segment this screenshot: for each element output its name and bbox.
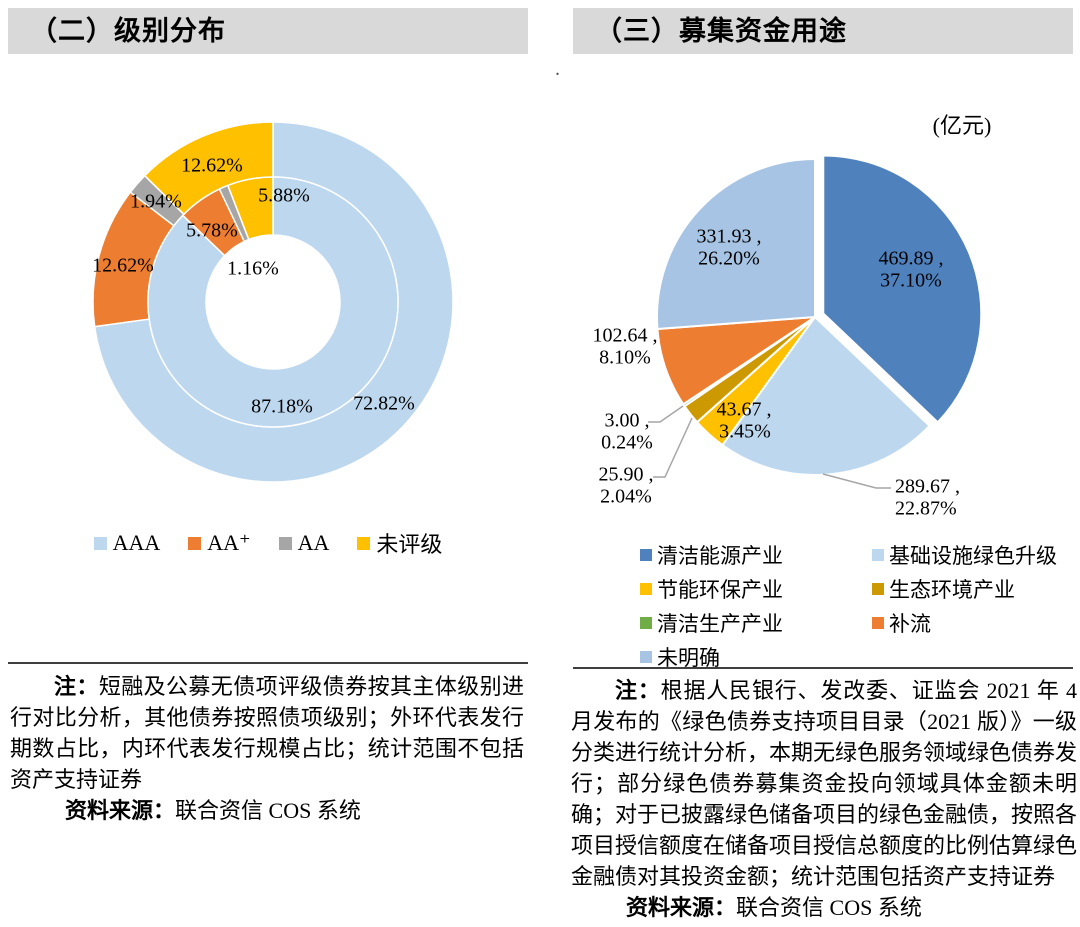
legend-item-AA⁺: AA⁺ <box>188 530 251 556</box>
notes-left: 注：短融及公募无债项评级债券按其主体级别进行对比分析，其他债券按照债项级别；外环… <box>10 671 524 826</box>
donut-outer-label-AA+: 12.62% <box>92 255 154 277</box>
legend-item-未明确: 未明确 <box>640 642 872 672</box>
notes-right: 注：根据人民银行、发改委、证监会 2021 年 4 月发布的《绿色债券支持项目目… <box>571 675 1077 923</box>
legend-label: 清洁生产产业 <box>657 612 783 636</box>
legend-item-清洁能源产业: 清洁能源产业 <box>640 540 872 570</box>
note-body: 短融及公募无债项评级债券按其主体级别进行对比分析，其他债券按照债项级别；外环代表… <box>10 674 524 792</box>
legend-label: 补流 <box>889 612 931 636</box>
donut-outer-label-AAA: 72.82% <box>353 393 415 415</box>
donut-inner-label-未评级: 5.88% <box>258 185 310 207</box>
legend-label: 生态环境产业 <box>889 578 1015 602</box>
legend-item-未评级: 未评级 <box>357 527 442 559</box>
pie-slice-label-基础设施绿色升级: 289.67 , <box>895 476 960 498</box>
note-text-left: 注：短融及公募无债项评级债券按其主体级别进行对比分析，其他债券按照债项级别；外环… <box>10 671 524 795</box>
legend-swatch-icon <box>640 549 652 561</box>
legend-item-补流: 补流 <box>872 608 1080 638</box>
legend-swatch-icon <box>188 536 202 550</box>
pie-slice-label-未明确: 331.93 , <box>697 226 762 248</box>
legend-label: 基础设施绿色升级 <box>889 544 1057 568</box>
panel-rating-distribution: （二）级别分布 72.82% 12.62% 1.94% 12.62% 87.18% 5.7… <box>8 0 528 927</box>
pie-leader-line-生态环境产业 <box>653 417 693 478</box>
stray-mark: . <box>555 58 560 80</box>
source-line-left: 资料来源：联合资信 COS 系统 <box>10 795 524 826</box>
donut-outer-label-AA: 1.94% <box>130 191 182 213</box>
panel-title-rating: （二）级别分布 <box>8 8 528 54</box>
legend-label: AA <box>297 530 330 555</box>
legend-label: AA⁺ <box>207 530 251 555</box>
pie-slice-label-节能环保产业: 43.67 , <box>717 399 772 421</box>
legend-item-清洁生产产业: 清洁生产产业 <box>640 608 872 638</box>
pie-slice-清洁能源产业 <box>822 154 983 424</box>
donut-inner-label-AA: 1.16% <box>227 258 279 280</box>
note-prefix: 注： <box>54 674 99 699</box>
pie-slice-label-补流: 102.64 , <box>593 325 658 347</box>
pie-slice-未明确 <box>656 158 816 330</box>
divider-rule-left <box>8 662 528 664</box>
pie-slice-基础设施绿色升级 <box>721 316 931 476</box>
donut-inner-label-AAA: 87.18% <box>251 396 313 418</box>
legend-swatch-icon <box>278 536 292 550</box>
source-prefix: 资料来源： <box>65 798 176 823</box>
pie-slice-label-未明确: 26.20% <box>698 248 760 270</box>
pie-leader-line-基础设施绿色升级 <box>822 473 891 489</box>
legend-swatch-icon <box>93 536 107 550</box>
legend-swatch-icon <box>640 651 652 663</box>
legend-label: 未明确 <box>657 646 720 670</box>
legend-swatch-icon <box>640 617 652 629</box>
pie-slice-label-清洁生产产业: 3.00 , <box>605 410 650 432</box>
pie-slice-label-清洁能源产业: 37.10% <box>880 270 942 292</box>
rating-legend: AAA AA⁺ AA 未评级 <box>8 527 528 559</box>
donut-outer-label-未评级: 12.62% <box>181 155 243 177</box>
divider-rule-right <box>573 667 1073 669</box>
legend-item-AA: AA <box>278 530 330 556</box>
source-line-right: 资料来源：联合资信 COS 系统 <box>571 892 1077 923</box>
pie-leader-line-清洁生产产业 <box>648 405 684 423</box>
legend-swatch-icon <box>872 583 884 595</box>
panel-fund-use: （三）募集资金用途 (亿元) 469.89 , 37.10% 289.67 , 22.8… <box>565 0 1080 927</box>
legend-item-基础设施绿色升级: 基础设施绿色升级 <box>872 540 1080 570</box>
rating-donut-chart: 72.82% 12.62% 1.94% 12.62% 87.18% 5.78% 1.16% 5… <box>92 121 454 483</box>
pie-slice-label-生态环境产业: 25.90 , <box>599 464 654 486</box>
donut-inner-label-AA+: 5.78% <box>186 220 238 242</box>
pie-slice-label-生态环境产业: 2.04% <box>600 486 652 508</box>
source-prefix: 资料来源： <box>626 895 737 920</box>
pie-slice-label-清洁能源产业: 469.89 , <box>879 248 944 270</box>
legend-swatch-icon <box>640 583 652 595</box>
donut-inner-segment-未评级 <box>227 176 274 241</box>
legend-label: 未评级 <box>376 532 443 557</box>
panel-title-fund-use: （三）募集资金用途 <box>573 8 1073 54</box>
note-body: 根据人民银行、发改委、证监会 2021 年 4 月发布的《绿色债券支持项目目录（… <box>571 678 1078 889</box>
note-prefix: 注： <box>615 678 661 703</box>
legend-swatch-icon <box>357 536 371 550</box>
pie-slice-label-基础设施绿色升级: 22.87% <box>895 498 957 520</box>
pie-slice-label-清洁生产产业: 0.24% <box>601 432 653 454</box>
legend-swatch-icon <box>872 617 884 629</box>
source-body: 联合资信 COS 系统 <box>175 798 361 823</box>
fund-use-legend: 清洁能源产业 基础设施绿色升级节能环保产业 生态环境产业清洁生产产业 补流未明确 <box>640 540 1080 672</box>
pie-slice-label-节能环保产业: 3.45% <box>719 421 771 443</box>
legend-item-生态环境产业: 生态环境产业 <box>872 574 1080 604</box>
legend-label: 节能环保产业 <box>657 578 783 602</box>
note-text-right: 注：根据人民银行、发改委、证监会 2021 年 4 月发布的《绿色债券支持项目目… <box>571 675 1077 892</box>
source-body: 联合资信 COS 系统 <box>736 895 922 920</box>
legend-label: 清洁能源产业 <box>657 544 783 568</box>
legend-item-AAA: AAA <box>93 530 161 556</box>
donut-inner-segment-AAA <box>147 176 399 428</box>
legend-item-节能环保产业: 节能环保产业 <box>640 574 872 604</box>
fund-use-pie-chart: (亿元)469.89 ,37.10%289.67 ,22.87%43.67 ,3… <box>593 113 992 520</box>
legend-label: AAA <box>112 530 161 555</box>
pie-slice-label-补流: 8.10% <box>599 347 651 369</box>
legend-swatch-icon <box>872 549 884 561</box>
unit-label: (亿元) <box>933 113 992 138</box>
